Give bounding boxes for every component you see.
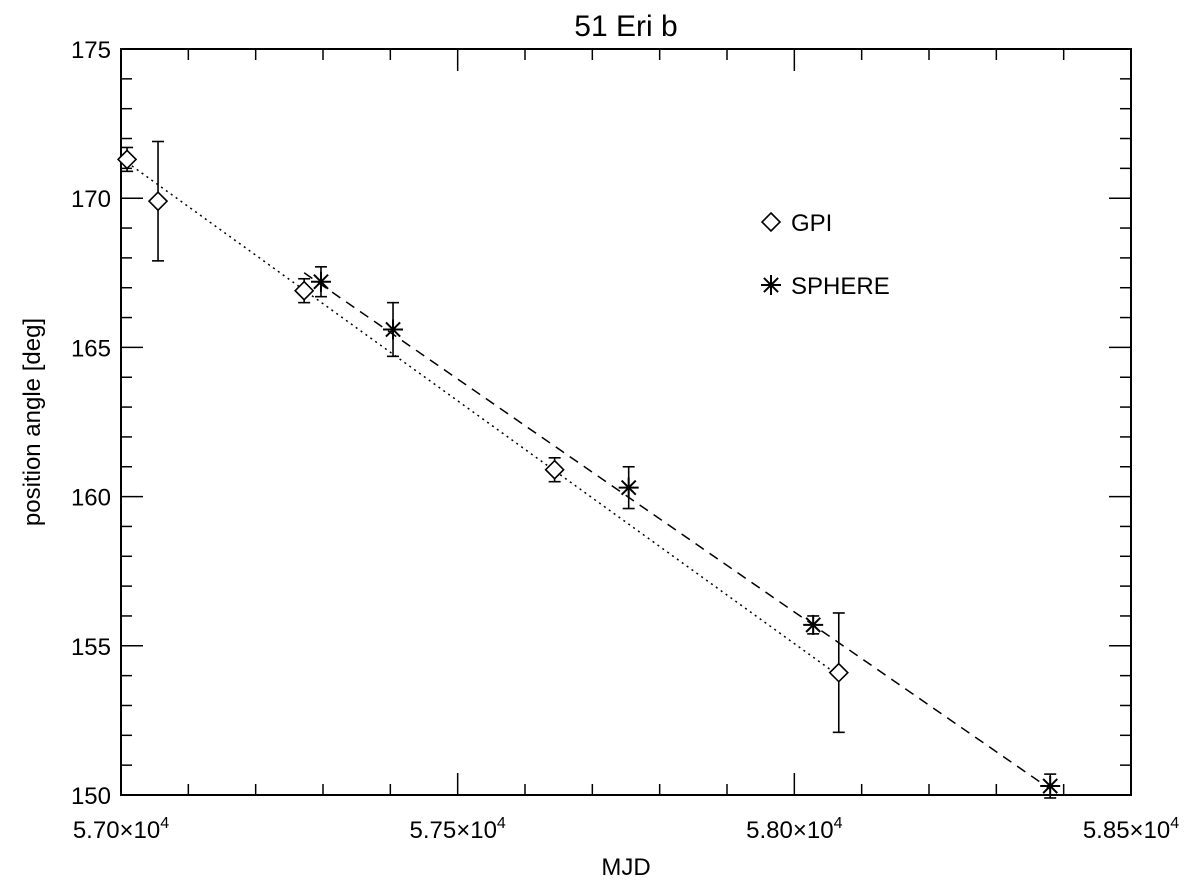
- asterisk-stroke: [1042, 778, 1058, 794]
- x-tick-label-exponent: 4: [497, 815, 506, 832]
- x-tick-label-mantissa: 5.70×10: [73, 817, 160, 844]
- legend-label-gpi: GPI: [791, 210, 832, 237]
- diamond-marker: [828, 662, 849, 683]
- x-tick-label: 5.75×104: [410, 815, 506, 844]
- x-tick-label-mantissa: 5.85×10: [1083, 817, 1170, 844]
- data-point-gpi: [294, 277, 315, 304]
- x-tick-label-exponent: 4: [1170, 815, 1179, 832]
- asterisk-stroke: [763, 277, 779, 293]
- x-tick-label-exponent: 4: [160, 815, 169, 832]
- asterisk-stroke: [620, 479, 637, 496]
- data-point-sphere: [383, 301, 404, 358]
- x-axis-label: MJD: [601, 854, 650, 881]
- data-point-gpi: [544, 457, 565, 483]
- data-point-sphere: [310, 266, 331, 298]
- diamond-marker: [294, 280, 315, 301]
- x-tick-label: 5.85×104: [1083, 815, 1179, 844]
- data-point-gpi: [116, 146, 138, 173]
- data-point-sphere: [803, 614, 824, 635]
- fit-line-gpi: [126, 161, 840, 677]
- y-tick-label: 160: [71, 485, 111, 512]
- asterisk-marker: [618, 477, 639, 498]
- data-marks: [116, 140, 1061, 799]
- asterisk-stroke: [313, 273, 329, 290]
- y-tick-label: 155: [71, 634, 111, 661]
- diamond-marker: [116, 149, 138, 170]
- asterisk-marker: [803, 614, 824, 635]
- x-tick-label-exponent: 4: [834, 815, 843, 832]
- asterisk-stroke: [385, 321, 401, 338]
- legend-label-sphere: SPHERE: [791, 273, 890, 300]
- x-tick-label: 5.70×104: [73, 815, 169, 844]
- legend-diamond-icon: [760, 211, 782, 233]
- data-point-gpi: [147, 140, 169, 262]
- asterisk-marker: [1040, 776, 1061, 797]
- y-axis-label: position angle [deg]: [19, 318, 46, 526]
- x-tick-label: 5.80×104: [746, 815, 842, 844]
- y-tick-label: 165: [71, 335, 111, 362]
- data-point-sphere: [618, 465, 639, 510]
- x-tick-label-mantissa: 5.75×10: [410, 817, 497, 844]
- diamond-marker: [147, 191, 169, 212]
- axis-ticks: [120, 48, 1132, 796]
- plot-area-frame: [120, 48, 1132, 796]
- legend-item-sphere: SPHERE: [761, 273, 890, 300]
- y-tick-label: 175: [71, 37, 111, 64]
- diamond-marker: [544, 459, 565, 480]
- asterisk-marker: [310, 271, 331, 292]
- data-point-gpi: [828, 612, 849, 734]
- chart-title: 51 Eri b: [574, 10, 677, 43]
- legend-asterisk-icon: [761, 275, 781, 295]
- legend: GPI SPHERE: [760, 210, 890, 300]
- legend-item-gpi: GPI: [760, 210, 832, 237]
- asterisk-marker: [383, 319, 404, 340]
- y-tick-label: 150: [71, 783, 111, 810]
- data-point-sphere: [1040, 773, 1061, 799]
- x-tick-label-mantissa: 5.80×10: [746, 817, 833, 844]
- y-tick-label: 170: [71, 186, 111, 213]
- fit-line-sphere: [303, 272, 1051, 790]
- fit-lines: [126, 161, 1051, 790]
- asterisk-stroke: [805, 617, 821, 633]
